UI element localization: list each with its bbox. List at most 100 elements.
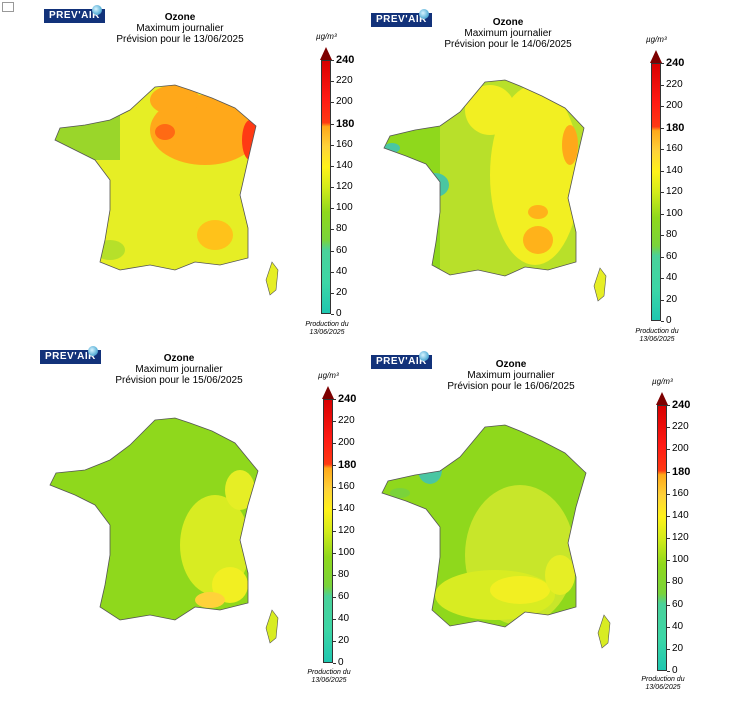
statistic-label: Maximum journalier (467, 370, 555, 381)
colorbar-tickmark (667, 560, 670, 562)
colorbar-tickmark (667, 582, 670, 584)
colorbar-tickmark (661, 235, 664, 236)
colorbar-tickmark (333, 399, 336, 400)
colorbar-tick-label: 160 (672, 487, 689, 499)
colorbar-tick-label: 60 (666, 250, 678, 262)
colorbar-tickmark (667, 626, 670, 628)
colorbar-tick-label: 100 (336, 202, 353, 214)
colorbar-tick-label: 80 (666, 229, 678, 240)
colorbar-tickmark (661, 170, 664, 172)
colorbar-tick-label: 0 (338, 657, 344, 668)
colorbar-tick-label: 140 (336, 159, 353, 171)
colorbar-tickmark (333, 597, 336, 598)
pollutant-label: Ozone (163, 353, 195, 364)
forecast-date-label: Prévision pour le 13/06/2025 (116, 34, 244, 45)
colorbar-tick-label: 40 (672, 620, 684, 632)
colorbar-tick-label: 240 (336, 54, 355, 66)
colorbar-tick-label: 180 (666, 121, 685, 134)
panel-title: Ozone Maximum journalier Prévision pour … (79, 353, 279, 386)
colorbar-tickmark (667, 515, 670, 517)
colorbar-tickmark (331, 102, 334, 104)
corner-marker (2, 2, 14, 12)
colorbar-tickmark (333, 421, 336, 422)
colorbar-tickmark (331, 187, 334, 188)
logo-globe-icon (419, 351, 429, 361)
colorbar-tickmark (333, 553, 336, 554)
colorbar-tick-label: 80 (338, 569, 350, 580)
forecast-panel-2: PREV'AIR Ozone Maximum journalier Prévis… (370, 0, 740, 350)
colorbar-tick-label: 20 (338, 635, 350, 646)
colorbar-tickmark (331, 144, 334, 146)
colorbar-tick-label: 40 (666, 272, 678, 283)
colorbar (651, 63, 661, 321)
unit-label: µg/m³ (652, 377, 673, 386)
colorbar-tickmark (667, 471, 670, 473)
colorbar-tick-label: 60 (336, 244, 348, 256)
colorbar-tickmark (667, 648, 670, 650)
colorbar-tickmark (331, 292, 334, 294)
colorbar-tick-label: 140 (666, 164, 683, 176)
logo-globe-icon (88, 346, 98, 356)
colorbar-tick-label: 180 (672, 465, 691, 478)
prevair-logo: PREV'AIR (371, 355, 432, 369)
production-label: Production du (305, 321, 349, 328)
colorbar-tickmark (667, 405, 670, 406)
colorbar-top-arrow (650, 50, 662, 63)
production-note: Production du 13/06/2025 (628, 676, 698, 692)
colorbar-tickmark (331, 165, 334, 167)
france-ozone-map (383, 79, 607, 302)
colorbar-tick-label: 200 (336, 96, 353, 108)
colorbar-tickmark (661, 256, 664, 258)
colorbar-tickmark (661, 299, 664, 301)
colorbar-tick-label: 240 (338, 393, 357, 405)
colorbar-tickmark (667, 604, 670, 606)
production-label: Production du (307, 669, 351, 676)
panel-title: Ozone Maximum journalier Prévision pour … (411, 359, 611, 392)
colorbar-tick-label: 60 (672, 598, 684, 610)
colorbar-tick-label: 220 (336, 75, 353, 87)
colorbar-tick-label: 240 (672, 399, 691, 411)
colorbar-tickmark (333, 641, 336, 642)
forecast-panel-1: PREV'AIR Ozone Maximum journalier Prévis… (0, 0, 370, 350)
colorbar-tick-label: 40 (338, 613, 350, 624)
colorbar-tick-label: 120 (338, 525, 355, 536)
colorbar-tickmark (667, 671, 670, 672)
colorbar (657, 405, 667, 671)
colorbar (323, 399, 333, 663)
unit-label: µg/m³ (318, 371, 339, 380)
colorbar-tick-label: 120 (672, 532, 689, 543)
production-note: Production du 13/06/2025 (292, 321, 362, 337)
colorbar-tick-label: 80 (672, 576, 684, 588)
forecast-date-label: Prévision pour le 15/06/2025 (115, 375, 243, 386)
colorbar-tickmark (661, 278, 664, 279)
panel-title: Ozone Maximum journalier Prévision pour … (408, 17, 608, 50)
colorbar-top-arrow (656, 392, 668, 405)
colorbar-tickmark (331, 271, 334, 273)
pollutant-label: Ozone (164, 12, 196, 23)
colorbar-tickmark (331, 250, 334, 252)
colorbar-tick-label: 0 (336, 308, 342, 319)
colorbar-tickmark (667, 493, 670, 495)
colorbar-tick-label: 180 (338, 459, 357, 471)
production-date: 13/06/2025 (639, 336, 675, 343)
colorbar-tickmark (661, 149, 664, 150)
colorbar-tickmark (333, 619, 336, 620)
prevair-logo: PREV'AIR (40, 350, 101, 364)
colorbar-tick-label: 40 (336, 265, 348, 277)
colorbar-tickmark (667, 538, 670, 539)
colorbar-tick-label: 0 (666, 315, 672, 326)
colorbar-tick-label: 80 (336, 223, 348, 235)
unit-label: µg/m³ (316, 32, 337, 41)
france-ozone-map (49, 417, 279, 644)
statistic-label: Maximum journalier (464, 28, 552, 39)
colorbar-tick-label: 20 (672, 642, 684, 654)
colorbar-tick-label: 220 (666, 78, 683, 90)
colorbar-tick-label: 160 (666, 143, 683, 154)
colorbar-tick-label: 140 (672, 509, 689, 521)
colorbar-tickmark (333, 487, 336, 488)
colorbar-tick-label: 100 (666, 207, 683, 219)
logo-globe-icon (419, 9, 429, 19)
forecast-panel-4: PREV'AIR Ozone Maximum journalier Prévis… (370, 345, 740, 695)
colorbar-tick-label: 180 (336, 117, 355, 130)
colorbar-tickmark (333, 531, 336, 532)
